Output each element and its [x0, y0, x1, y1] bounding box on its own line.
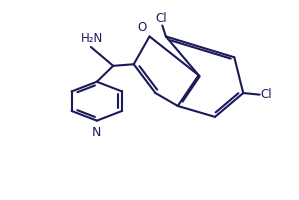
- Text: O: O: [138, 21, 147, 34]
- Text: N: N: [92, 126, 101, 139]
- Text: H₂N: H₂N: [81, 32, 103, 45]
- Text: Cl: Cl: [155, 12, 167, 25]
- Text: Cl: Cl: [260, 88, 272, 101]
